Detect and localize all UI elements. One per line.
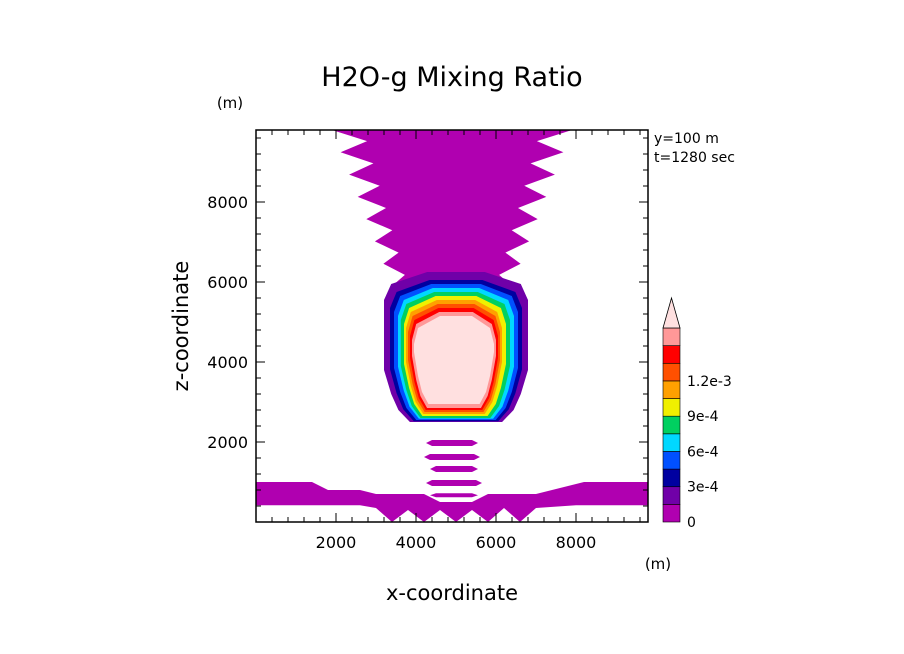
stem-region — [430, 466, 478, 472]
info-y-position: y=100 m — [654, 131, 719, 147]
x-tick-label: 6000 — [476, 533, 517, 552]
y-tick-label: 4000 — [207, 353, 248, 372]
cloud-shell-level-10 — [414, 316, 494, 404]
stem-region — [424, 454, 480, 460]
colorbar-swatch — [662, 451, 681, 470]
y-axis-label: z-coordinate — [169, 261, 193, 392]
colorbar-swatch — [662, 380, 681, 399]
colorbar-tick-label: 9e-4 — [687, 409, 719, 425]
y-tick-label: 6000 — [207, 273, 248, 292]
colorbar-swatch — [662, 415, 681, 435]
x-tick-label: 2000 — [316, 533, 357, 552]
colorbar-swatch — [662, 398, 681, 417]
colorbar-tick-label: 0 — [687, 515, 696, 531]
colorbar: 0 3e-4 6e-4 9e-4 1.2e-3 — [662, 296, 732, 531]
y-unit-label: (m) — [217, 94, 243, 112]
colorbar-tick-label: 1.2e-3 — [687, 374, 732, 390]
plot-frame — [255, 129, 649, 523]
x-unit-label: (m) — [645, 555, 671, 573]
x-tick-label: 4000 — [396, 533, 437, 552]
stem-region — [426, 440, 478, 446]
colorbar-swatch — [662, 433, 681, 452]
colorbar-swatch — [662, 362, 681, 382]
colorbar-tick-label: 6e-4 — [687, 444, 719, 460]
contour-field — [256, 130, 648, 522]
stem-region — [430, 493, 478, 498]
colorbar-swatch — [662, 327, 681, 346]
info-time: t=1280 sec — [654, 150, 735, 166]
x-tick-label: 8000 — [556, 533, 597, 552]
colorbar-swatch — [662, 504, 681, 523]
chart-title: H2O-g Mixing Ratio — [321, 62, 582, 93]
x-axis-label: x-coordinate — [386, 581, 518, 605]
stem-region — [426, 480, 482, 486]
colorbar-swatch — [662, 486, 681, 505]
y-tick-label: 2000 — [207, 433, 248, 452]
y-tick-label: 8000 — [207, 193, 248, 212]
colorbar-swatch — [662, 468, 681, 488]
axis-ticks: 2000 4000 6000 8000 2000 4000 6000 8000 — [207, 130, 648, 552]
colorbar-extend-arrow — [662, 296, 681, 329]
colorbar-tick-label: 3e-4 — [687, 480, 719, 496]
bottom-band-region — [256, 482, 648, 522]
colorbar-swatch — [662, 345, 681, 364]
plume-upper-region — [332, 130, 572, 286]
